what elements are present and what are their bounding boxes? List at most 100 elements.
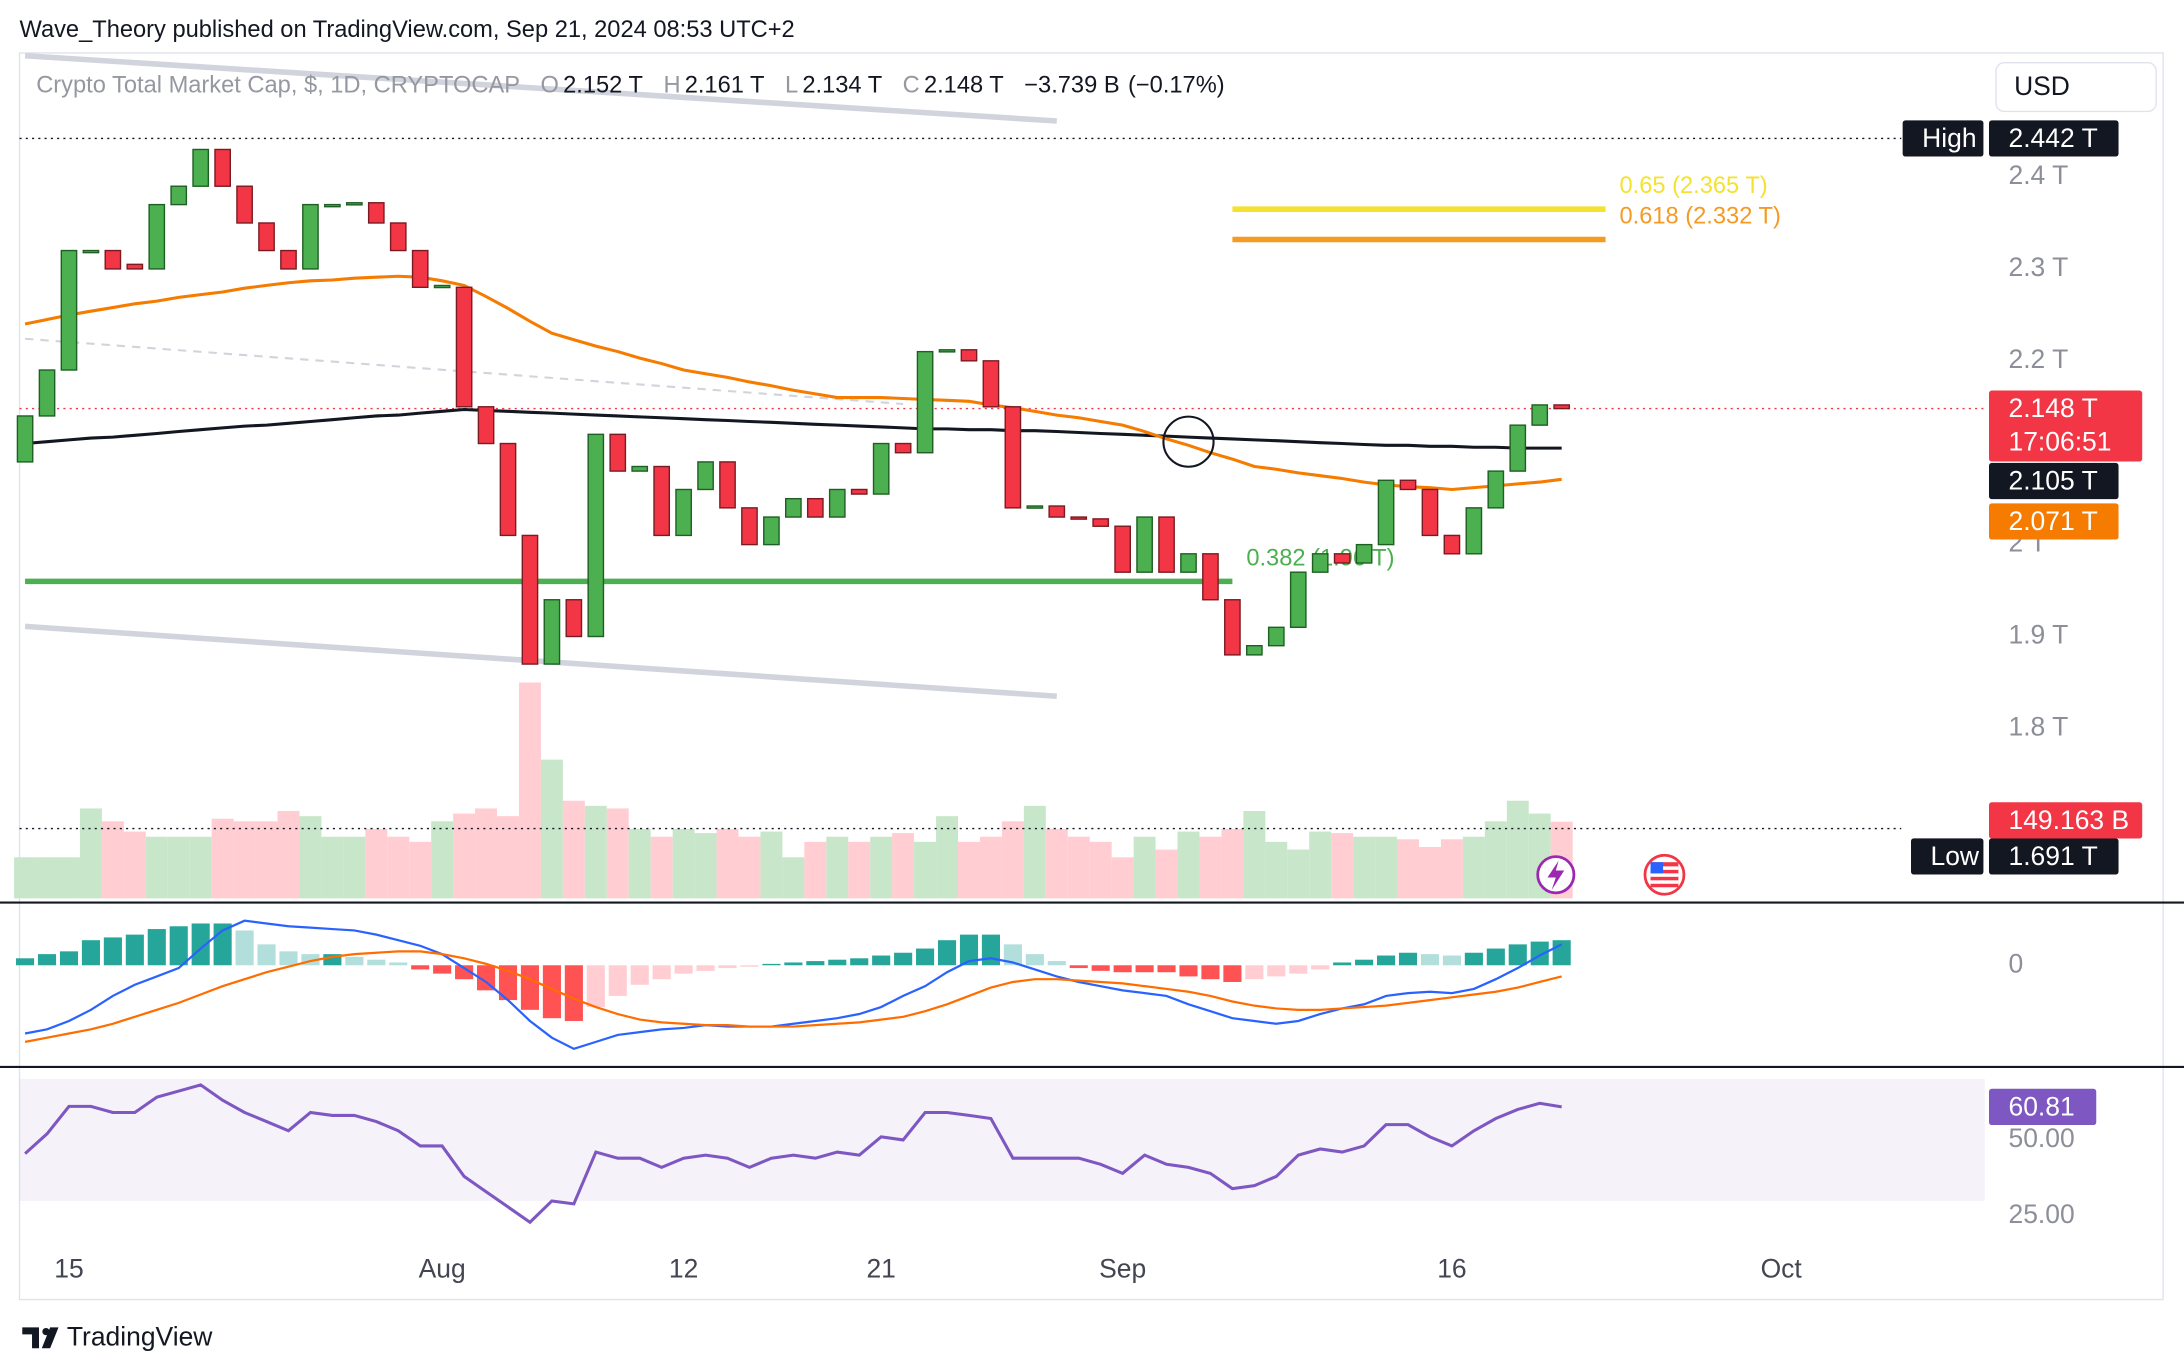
macd-histogram-bar bbox=[828, 959, 847, 966]
volume-bar bbox=[277, 811, 300, 899]
macd-histogram-bar bbox=[367, 959, 386, 966]
volume-bar bbox=[1309, 831, 1332, 899]
macd-histogram-bar bbox=[1355, 959, 1374, 966]
candle-body bbox=[1399, 479, 1417, 491]
candle-body bbox=[1158, 516, 1175, 573]
candle-body bbox=[214, 148, 231, 187]
volume-bar bbox=[1375, 836, 1398, 899]
macd-histogram-bar bbox=[1047, 961, 1066, 966]
macd-histogram-bar bbox=[103, 937, 122, 966]
candle-body bbox=[1333, 553, 1351, 564]
macd-histogram-bar bbox=[1398, 952, 1418, 966]
volume-bar bbox=[167, 836, 190, 899]
macd-histogram-bar bbox=[1135, 965, 1154, 973]
macd-histogram-bar bbox=[1311, 965, 1330, 970]
chart-frame bbox=[18, 52, 2164, 1301]
macd-histogram-bar bbox=[674, 965, 693, 974]
macd-histogram-bar bbox=[147, 929, 166, 966]
logo-mark bbox=[22, 1327, 59, 1349]
candle-body bbox=[433, 284, 451, 289]
volume-bar bbox=[189, 836, 212, 899]
macd-histogram-bar bbox=[1333, 962, 1352, 966]
macd-histogram-bar bbox=[1464, 952, 1483, 966]
volume-bar bbox=[79, 808, 102, 899]
volume-bar bbox=[255, 821, 278, 899]
volume-label-box bbox=[1989, 802, 2143, 839]
volume-bar bbox=[299, 816, 322, 899]
candle-body bbox=[389, 222, 407, 252]
macd-histogram-bar bbox=[1552, 940, 1571, 966]
flag-stripe[interactable] bbox=[1650, 873, 1679, 877]
rsi-label-box bbox=[1989, 1088, 2097, 1126]
volume-bar bbox=[475, 808, 498, 899]
candle-body bbox=[653, 465, 671, 537]
candle-body bbox=[697, 461, 714, 491]
macd-histogram-bar bbox=[1223, 965, 1242, 982]
volume-bar bbox=[870, 836, 893, 899]
macd-histogram-bar bbox=[301, 954, 320, 966]
volume-bar bbox=[1133, 836, 1156, 899]
volume-bar bbox=[848, 841, 871, 899]
macd-histogram-bar bbox=[564, 965, 583, 1021]
volume-bar bbox=[321, 836, 344, 899]
macd-histogram-bar bbox=[806, 961, 825, 966]
volume-bar bbox=[1089, 841, 1112, 899]
volume-bar bbox=[1440, 839, 1463, 899]
volume-bar bbox=[628, 829, 651, 899]
volume-bar bbox=[979, 836, 1002, 899]
candle-body bbox=[1092, 518, 1110, 527]
alert-icon[interactable] bbox=[1536, 855, 1576, 895]
macd-histogram-bar bbox=[630, 965, 649, 985]
x-tick-label: 16 bbox=[1437, 1253, 1466, 1283]
low-price-box bbox=[1989, 838, 2119, 875]
currency-button[interactable] bbox=[1995, 61, 2157, 113]
trendline bbox=[24, 623, 1057, 700]
volume-bar bbox=[1001, 821, 1024, 899]
candle-body bbox=[1180, 553, 1197, 573]
macd-histogram-bar bbox=[411, 965, 430, 970]
volume-bar bbox=[431, 821, 454, 899]
macd-histogram-bar bbox=[81, 940, 100, 966]
volume-bar bbox=[1397, 839, 1419, 899]
high-price-box bbox=[1989, 120, 2119, 157]
low-price-text: 1.691 T bbox=[2009, 841, 2098, 871]
economic-events-icon[interactable] bbox=[1643, 853, 1686, 896]
macd-histogram-bar bbox=[1025, 954, 1044, 966]
candle-body bbox=[60, 249, 78, 371]
candle-body bbox=[828, 488, 846, 518]
candle-body bbox=[1224, 599, 1241, 656]
volume-bar bbox=[738, 836, 761, 899]
macd-histogram-bar bbox=[894, 952, 913, 966]
moving-average bbox=[24, 407, 1562, 450]
alert-icon-bolt[interactable] bbox=[1547, 860, 1565, 891]
volume-bar bbox=[1265, 841, 1288, 899]
x-tick-label: Sep bbox=[1099, 1253, 1146, 1283]
candle-body bbox=[565, 599, 583, 638]
macd-histogram-bar bbox=[257, 944, 276, 966]
candle-body bbox=[631, 465, 649, 472]
flag-canton[interactable] bbox=[1650, 862, 1664, 874]
volume-bar bbox=[497, 816, 519, 899]
footer-logo bbox=[22, 1327, 59, 1349]
currency-label[interactable]: USD bbox=[2014, 71, 2070, 101]
macd-histogram-bar bbox=[916, 948, 935, 966]
macd-histogram-bar bbox=[16, 958, 35, 966]
legend-value: 2.161 T bbox=[685, 73, 765, 99]
legend-value: 2.152 T bbox=[563, 73, 643, 99]
macd-histogram-bar bbox=[1157, 965, 1176, 973]
flag-stripe[interactable] bbox=[1650, 866, 1679, 870]
countdown-text: 17:06:51 bbox=[2009, 426, 2112, 456]
candle-body bbox=[1377, 479, 1395, 546]
volume-bar bbox=[716, 829, 739, 899]
macd-histogram-bar bbox=[981, 934, 1000, 966]
y-tick-label: 2.4 T bbox=[2009, 160, 2069, 190]
volume-bar bbox=[804, 841, 827, 899]
flag-stripe[interactable] bbox=[1650, 880, 1679, 884]
macd-histogram-bar bbox=[542, 965, 561, 1019]
macd-histogram-bar bbox=[169, 926, 188, 966]
candle-body bbox=[499, 442, 517, 537]
volume-bar bbox=[1111, 857, 1134, 899]
candle-body bbox=[1114, 525, 1131, 573]
volume-bar bbox=[892, 833, 915, 899]
